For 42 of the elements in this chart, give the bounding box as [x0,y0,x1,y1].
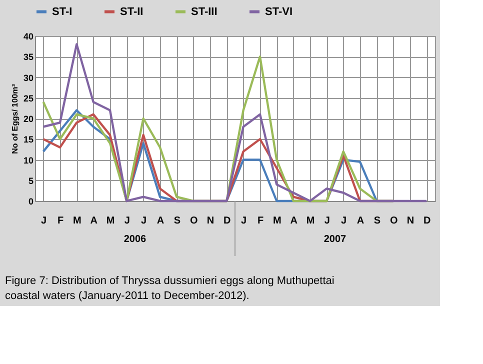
x-tick-label: N [406,216,414,226]
legend-label: ST-III [191,6,218,18]
y-tick-label: 40 [23,32,34,42]
y-tick-label: 15 [23,134,34,145]
text: 2007 [324,234,347,245]
x-tick-label: A [90,216,98,226]
x-tick-label: J [324,216,330,226]
text: 2006 [124,234,147,245]
x-tick-label: D [424,216,431,226]
x-tick-label: M [306,216,315,226]
x-tick-label: J [41,216,47,226]
x-tick-label: J [124,216,130,226]
y-tick-label: 20 [23,114,34,124]
legend-label: ST-VI [265,6,293,18]
y-tick-label: 30 [23,72,34,83]
y-tick-label: 10 [23,155,34,166]
x-tick-label: F [57,216,64,226]
x-tick-label: D [224,216,231,226]
x-tick-label: M [106,216,115,226]
x-tick-label: J [141,216,147,226]
x-tick-label: M [72,216,82,226]
x-tick-label: F [257,216,264,226]
x-tick-label: S [374,216,381,226]
x-tick-label: N [206,216,214,226]
legend-label: ST-I [52,6,72,18]
caption: Figure 7: Distribution of Thryssa dussumieri eggs along Muthupettai coastal waters (January-2011 to December-2012). [5,275,334,302]
line-series [42,43,428,202]
x-tick-label: J [241,216,247,226]
x-tick-label: A [156,216,164,226]
y-tick-label: 25 [23,93,34,104]
x-tick-label: O [390,216,398,226]
legend-label: ST-II [120,6,144,18]
y-tick-label: 5 [28,176,34,186]
y-axis-title: No of Eggs/ 100m³ [10,84,20,154]
y-tick-label: 0 [28,196,34,206]
x-tick-label: S [174,216,181,226]
x-tick-label: A [290,216,298,226]
x-tick-label: O [190,216,198,226]
y-tick-label: 35 [23,52,34,62]
x-tick-label: J [341,216,347,226]
x-tick-label: M [272,216,282,226]
x-tick-label: A [356,216,364,226]
